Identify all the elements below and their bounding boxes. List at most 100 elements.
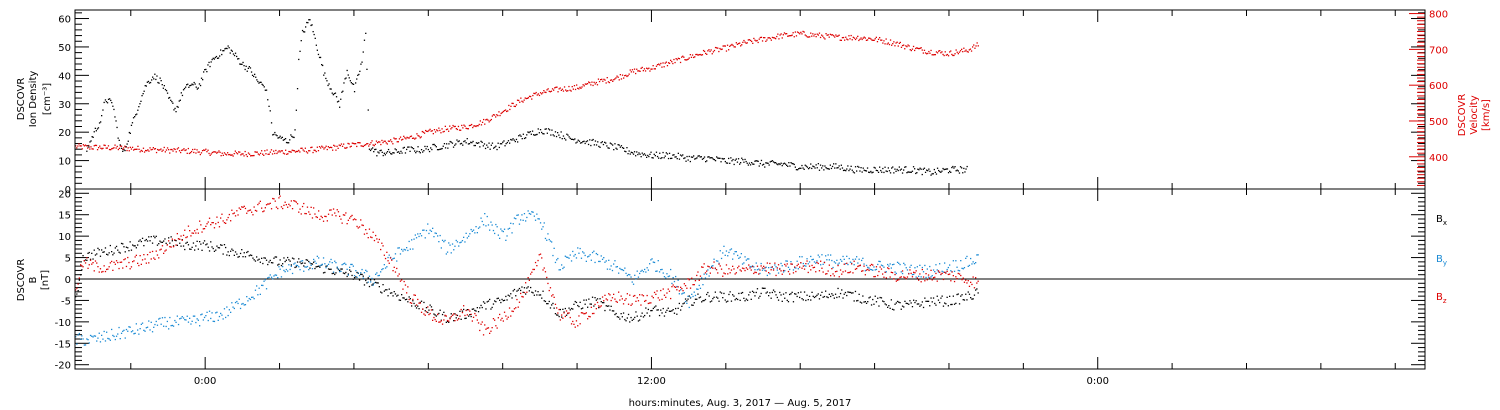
data-point xyxy=(541,131,543,134)
data-point xyxy=(299,261,301,263)
data-point xyxy=(114,338,116,341)
data-point xyxy=(631,152,634,154)
data-point xyxy=(819,36,822,39)
data-point xyxy=(114,144,116,146)
data-point xyxy=(588,315,590,318)
data-point xyxy=(607,81,609,83)
data-point xyxy=(883,40,885,42)
data-point xyxy=(468,235,470,237)
data-point xyxy=(682,290,684,292)
data-point xyxy=(715,296,718,298)
data-point xyxy=(366,232,368,235)
data-point xyxy=(515,104,518,106)
data-point xyxy=(681,293,683,295)
data-point xyxy=(389,151,391,153)
data-point xyxy=(329,209,331,211)
data-point xyxy=(350,82,352,84)
data-point xyxy=(870,263,873,266)
data-point xyxy=(909,49,911,51)
data-point xyxy=(684,157,686,159)
data-point xyxy=(384,154,386,156)
data-point xyxy=(708,275,710,277)
data-point xyxy=(248,255,250,257)
data-point xyxy=(719,157,721,159)
data-point xyxy=(653,291,656,294)
data-point xyxy=(946,168,949,170)
data-point xyxy=(614,260,616,262)
data-point xyxy=(890,271,892,273)
data-point xyxy=(495,223,497,226)
data-point xyxy=(92,136,94,138)
data-point xyxy=(628,150,630,152)
data-point xyxy=(838,276,840,278)
data-point xyxy=(641,66,643,69)
data-point xyxy=(481,141,483,143)
data-point xyxy=(104,99,107,101)
data-point xyxy=(553,247,555,249)
data-point xyxy=(853,300,855,302)
data-point xyxy=(619,267,621,270)
data-point xyxy=(236,55,238,58)
data-point xyxy=(575,320,578,322)
data-point xyxy=(522,101,524,103)
data-point xyxy=(253,206,255,208)
data-point xyxy=(556,314,558,316)
data-point xyxy=(646,267,648,269)
data-point xyxy=(786,260,788,262)
data-point xyxy=(962,299,964,301)
data-point xyxy=(589,303,591,305)
data-point xyxy=(533,134,535,136)
data-point xyxy=(153,235,155,237)
data-point xyxy=(954,53,956,55)
data-point xyxy=(651,157,653,159)
data-point xyxy=(689,287,692,289)
data-point xyxy=(420,300,423,302)
data-point xyxy=(84,262,87,264)
data-point xyxy=(963,167,965,170)
data-point xyxy=(384,267,387,269)
data-point xyxy=(170,246,172,248)
data-point xyxy=(648,155,650,158)
data-point xyxy=(270,149,273,151)
data-point xyxy=(725,250,728,252)
data-point xyxy=(196,240,198,242)
data-point xyxy=(898,42,900,44)
data-point xyxy=(355,270,357,272)
data-point xyxy=(319,56,322,59)
data-point xyxy=(75,296,77,298)
data-point xyxy=(280,137,282,139)
data-point xyxy=(352,219,354,221)
data-point xyxy=(963,299,966,301)
data-point xyxy=(450,141,452,143)
data-point xyxy=(670,310,672,312)
data-point xyxy=(950,303,952,306)
data-point xyxy=(562,317,564,319)
data-point xyxy=(932,173,934,175)
data-point xyxy=(361,61,363,63)
data-point xyxy=(932,269,935,271)
data-point xyxy=(763,287,765,289)
data-point xyxy=(330,88,332,90)
data-point xyxy=(182,89,185,91)
axis-frames xyxy=(74,9,1426,370)
data-point xyxy=(672,62,674,65)
data-point xyxy=(973,44,975,46)
data-point xyxy=(463,236,465,238)
data-point xyxy=(724,299,726,301)
data-point xyxy=(590,306,592,308)
data-point xyxy=(217,151,219,153)
data-point xyxy=(439,234,441,237)
data-point xyxy=(830,34,833,36)
data-point xyxy=(128,250,130,252)
data-point xyxy=(365,279,367,282)
data-point xyxy=(206,223,208,225)
data-point xyxy=(85,145,88,147)
data-point xyxy=(141,237,144,239)
data-point xyxy=(412,248,414,250)
data-point xyxy=(759,295,761,297)
data-point xyxy=(238,255,240,258)
data-point xyxy=(137,109,139,111)
data-point xyxy=(294,266,296,269)
data-point xyxy=(143,151,146,153)
data-point xyxy=(232,213,234,215)
